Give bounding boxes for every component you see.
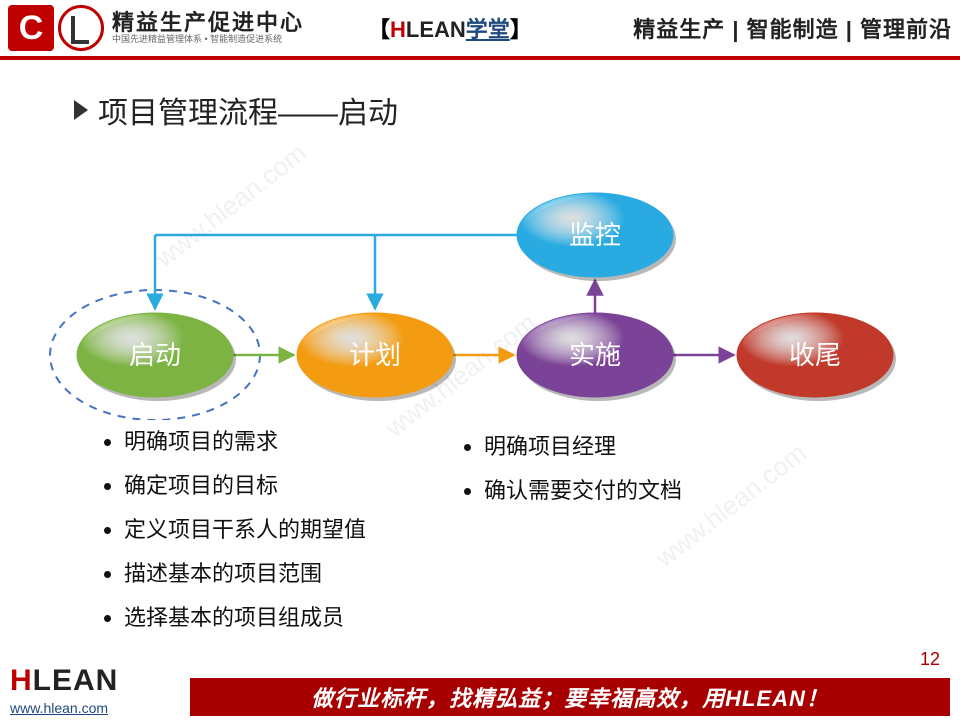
bullet-item: 选择基本的项目组成员: [124, 596, 366, 640]
header-center-brand: 【HLEAN学堂】: [368, 12, 532, 44]
bullet-item: 明确项目经理: [484, 425, 682, 469]
header-bar: C 精益生产促进中心 中国先进精益管理体系 • 智能制造促进系统 【HLEAN学…: [0, 0, 960, 60]
footer-logo-h: H: [10, 664, 33, 697]
header-left: C 精益生产促进中心 中国先进精益管理体系 • 智能制造促进系统: [8, 5, 338, 51]
page-number: 12: [920, 649, 940, 670]
flow-node-label: 收尾: [789, 340, 841, 370]
footer-slogan-bar: 做行业标杆，找精弘益；要幸福高效，用HLEAN！: [190, 678, 950, 716]
flow-diagram: 启动 计划 实施 收尾 监控: [0, 140, 960, 420]
hlean-rest: LEAN: [406, 17, 466, 42]
flow-node-label: 计划: [349, 340, 401, 370]
flow-node-label: 监控: [569, 220, 621, 250]
bullet-item: 定义项目干系人的期望值: [124, 508, 366, 552]
bullet-list-right: 明确项目经理确认需要交付的文档: [460, 425, 682, 513]
bullet-item: 确认需要交付的文档: [484, 469, 682, 513]
bullet-item: 明确项目的需求: [124, 420, 366, 464]
hlean-xuetang: 学堂: [466, 17, 510, 42]
main-area: 项目管理流程——启动 www.hlean.com www.hlean.com w…: [0, 60, 960, 655]
chevron-right-icon: [74, 100, 88, 120]
footer-logo: HLEAN: [10, 664, 118, 698]
logo-l-badge: [58, 5, 104, 51]
flow-node-label: 实施: [569, 340, 621, 370]
hlean-h: H: [390, 17, 406, 42]
bracket-right: 】: [510, 17, 532, 42]
footer-logo-rest: LEAN: [33, 664, 119, 697]
footer-url: www.hlean.com: [10, 700, 108, 716]
bullet-item: 确定项目的目标: [124, 464, 366, 508]
flow-node-label: 启动: [129, 340, 181, 370]
section-title: 项目管理流程——启动: [74, 88, 398, 132]
section-title-text: 项目管理流程——启动: [98, 88, 398, 132]
header-right-tagline: 精益生产 | 智能制造 | 管理前沿: [633, 12, 952, 44]
footer: HLEAN www.hlean.com 做行业标杆，找精弘益；要幸福高效，用HL…: [0, 660, 960, 720]
logo-c-badge: C: [8, 5, 54, 51]
bullet-item: 描述基本的项目范围: [124, 552, 366, 596]
bracket-left: 【: [368, 17, 390, 42]
logo-title: 精益生产促进中心: [112, 11, 304, 35]
logo-subtitle: 中国先进精益管理体系 • 智能制造促进系统: [112, 35, 304, 45]
bullet-list-left: 明确项目的需求确定项目的目标定义项目干系人的期望值描述基本的项目范围选择基本的项…: [100, 420, 366, 640]
logo-text-block: 精益生产促进中心 中国先进精益管理体系 • 智能制造促进系统: [112, 11, 304, 45]
